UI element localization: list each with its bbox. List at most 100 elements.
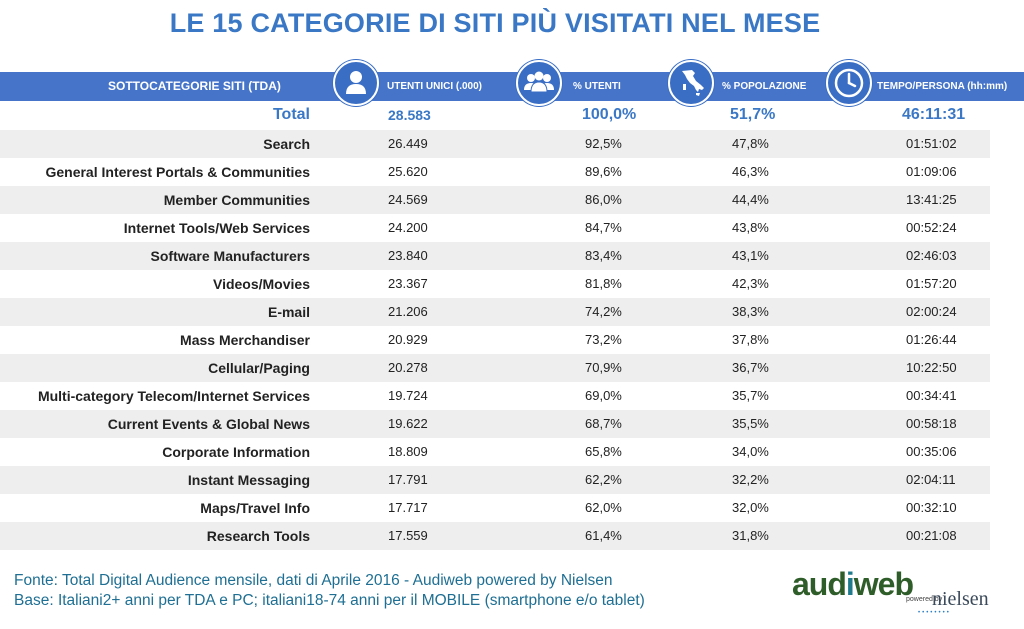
row-pct-population: 44,4% [732,192,769,207]
row-users: 18.809 [388,444,428,459]
row-label: E-mail [267,304,310,320]
row-time: 01:57:20 [906,276,957,291]
row-pct-population: 37,8% [732,332,769,347]
nielsen-dots-icon: •••••••• [918,610,951,616]
table-row: Search 26.449 92,5% 47,8% 01:51:02 [0,130,990,158]
row-users: 20.929 [388,332,428,347]
table-row: Current Events & Global News 19.622 68,7… [0,410,990,438]
row-label: Videos/Movies [212,276,310,292]
row-pct-users: 89,6% [585,164,622,179]
row-users: 19.724 [388,388,428,403]
header-unique-users: UTENTI UNICI (.000) [387,81,483,92]
logo-part-i: i [845,566,855,602]
row-pct-population: 34,0% [732,444,769,459]
row-label: Mass Merchandiser [180,332,310,348]
row-users: 25.620 [388,164,428,179]
row-pct-population: 32,0% [732,500,769,515]
row-pct-users: 73,2% [585,332,622,347]
row-label: Cellular/Paging [208,360,310,376]
header-pct-users: % UTENTI [573,81,621,92]
group-icon [516,60,562,106]
table-row: Maps/Travel Info 17.717 62,0% 32,0% 00:3… [0,494,990,522]
footer-source: Fonte: Total Digital Audience mensile, d… [14,571,645,611]
row-users: 24.200 [388,220,428,235]
row-pct-population: 46,3% [732,164,769,179]
header-time-per-person: TEMPO/PERSONA (hh:mm) [877,81,1008,92]
logo-part-aud: aud [792,566,847,602]
row-time: 00:34:41 [906,388,957,403]
row-pct-population: 42,3% [732,276,769,291]
row-pct-population: 43,1% [732,248,769,263]
row-label: Current Events & Global News [107,416,310,432]
row-pct-users: 74,2% [585,304,622,319]
row-pct-users: 83,4% [585,248,622,263]
header-pct-population: % POPOLAZIONE [722,81,807,92]
table-row: General Interest Portals & Communities 2… [0,158,990,186]
row-label: Research Tools [206,528,310,544]
row-users: 23.840 [388,248,428,263]
row-time: 00:52:24 [906,220,957,235]
table-row: Instant Messaging 17.791 62,2% 32,2% 02:… [0,466,990,494]
row-label: Member Communities [163,192,310,208]
row-pct-users: 84,7% [585,220,622,235]
row-time: 02:04:11 [906,472,956,487]
table-row: Software Manufacturers 23.840 83,4% 43,1… [0,242,990,270]
row-users: 17.559 [388,528,428,543]
row-time: 00:35:06 [906,444,957,459]
total-pct-users: 100,0% [582,106,637,123]
row-users: 26.449 [388,136,428,151]
total-time: 46:11:31 [902,106,966,123]
row-time: 13:41:25 [906,192,957,207]
row-time: 01:26:44 [906,332,957,347]
row-users: 20.278 [388,360,428,375]
row-pct-users: 61,4% [585,528,622,543]
header-subcategories: SOTTOCATEGORIE SITI (TDA) [108,79,281,93]
table-body: Search 26.449 92,5% 47,8% 01:51:02 Gener… [0,130,990,550]
row-users: 17.791 [388,472,428,487]
table-row: Multi-category Telecom/Internet Services… [0,382,990,410]
table-row: Videos/Movies 23.367 81,8% 42,3% 01:57:2… [0,270,990,298]
row-pct-users: 62,0% [585,500,622,515]
audiweb-logo-text: audiweb [792,566,914,603]
row-users: 23.367 [388,276,428,291]
row-pct-population: 31,8% [732,528,769,543]
row-pct-population: 38,3% [732,304,769,319]
row-users: 19.622 [388,416,428,431]
row-pct-population: 35,7% [732,388,769,403]
row-label: Corporate Information [162,444,310,460]
row-time: 10:22:50 [906,360,957,375]
row-users: 24.569 [388,192,428,207]
table-row: Member Communities 24.569 86,0% 44,4% 13… [0,186,990,214]
table-row: Cellular/Paging 20.278 70,9% 36,7% 10:22… [0,354,990,382]
total-pct-population: 51,7% [730,106,776,123]
row-pct-users: 69,0% [585,388,622,403]
italy-map-icon [668,60,714,106]
row-label: General Interest Portals & Communities [45,164,310,180]
total-users: 28.583 [388,107,431,123]
row-pct-population: 43,8% [732,220,769,235]
table-row: Corporate Information 18.809 65,8% 34,0%… [0,438,990,466]
row-time: 01:09:06 [906,164,957,179]
row-time: 02:46:03 [906,248,957,263]
logo-powered-by: powered by [906,596,943,603]
row-time: 00:32:10 [906,500,957,515]
audiweb-nielsen-logo: audiweb powered by nielsen •••••••• [792,566,992,618]
table-row: E-mail 21.206 74,2% 38,3% 02:00:24 [0,298,990,326]
nielsen-logo-text: nielsen [932,588,989,610]
row-time: 00:58:18 [906,416,957,431]
table-row: Research Tools 17.559 61,4% 31,8% 00:21:… [0,522,990,550]
footer-line-source: Fonte: Total Digital Audience mensile, d… [14,572,613,589]
row-pct-population: 36,7% [732,360,769,375]
row-label: Software Manufacturers [150,248,310,264]
row-pct-users: 62,2% [585,472,622,487]
row-pct-users: 86,0% [585,192,622,207]
row-pct-users: 68,7% [585,416,622,431]
row-users: 21.206 [388,304,428,319]
row-users: 17.717 [388,500,428,515]
row-pct-users: 92,5% [585,136,622,151]
row-pct-population: 47,8% [732,136,769,151]
table-row: Internet Tools/Web Services 24.200 84,7%… [0,214,990,242]
row-label: Maps/Travel Info [200,500,310,516]
row-time: 02:00:24 [906,304,957,319]
clock-icon [826,60,872,106]
